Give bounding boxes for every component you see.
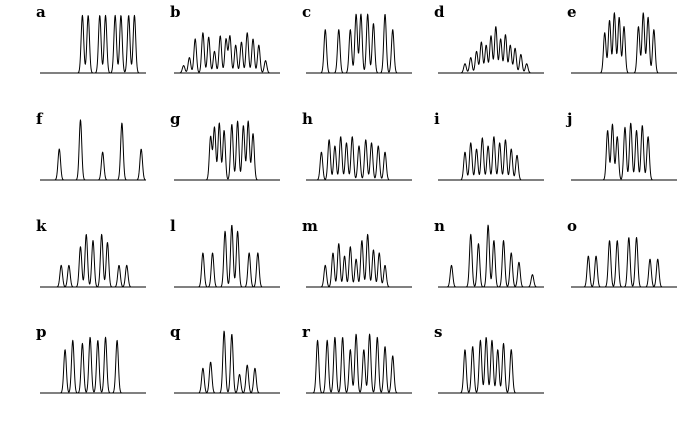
panel-label-b: b: [170, 3, 181, 21]
spectrum-panel-p: p: [36, 323, 147, 394]
panel-label-m: m: [302, 217, 318, 235]
panel-label-e: e: [567, 3, 577, 21]
spectrum-panel-m: m: [302, 217, 413, 288]
spectrum-trace: [173, 224, 281, 288]
spectrum-panel-d: d: [434, 3, 545, 74]
spectrum-panel-n: n: [434, 217, 545, 288]
spectrum-panel-h: h: [302, 110, 413, 181]
spectrum-panel-e: e: [567, 3, 678, 74]
spectrum-trace: [173, 32, 281, 74]
spectrum-panel-r: r: [302, 323, 413, 394]
spectrum-panel-j: j: [565, 110, 678, 181]
panel-label-i: i: [434, 110, 440, 128]
spectrum-trace: [437, 224, 545, 288]
spectrum-trace: [437, 337, 545, 394]
spectrum-panel-q: q: [170, 323, 281, 394]
spectrum-trace: [39, 119, 147, 181]
spectrum-panel-a: a: [36, 3, 147, 74]
spectrum-trace: [39, 336, 147, 394]
panel-label-r: r: [302, 323, 311, 341]
spectrum-trace: [173, 330, 281, 394]
panel-label-q: q: [170, 323, 181, 341]
spectrum-panel-b: b: [170, 3, 281, 74]
panel-label-l: l: [170, 217, 176, 235]
panel-label-k: k: [36, 217, 47, 235]
spectrum-panel-i: i: [434, 110, 545, 181]
panel-label-o: o: [567, 217, 577, 235]
spectrum-panel-f: f: [36, 110, 147, 181]
spectrum-trace: [305, 233, 413, 288]
spectrum-panel-s: s: [434, 323, 545, 394]
spectrum-trace: [39, 233, 147, 288]
spectrum-panel-g: g: [170, 110, 281, 181]
spectrum-panel-k: k: [36, 217, 147, 288]
panel-label-s: s: [434, 323, 442, 341]
panel-label-d: d: [434, 3, 445, 21]
spectrum-trace: [305, 136, 413, 181]
spectrum-trace: [570, 122, 678, 181]
panel-label-h: h: [302, 110, 313, 128]
spectrum-panel-o: o: [567, 217, 678, 288]
spectrum-panel-l: l: [170, 217, 281, 288]
spectrum-trace: [39, 14, 147, 74]
spectrum-trace: [173, 120, 281, 181]
spectrum-trace: [437, 136, 545, 181]
panel-label-a: a: [36, 3, 46, 21]
spectrum-trace: [570, 236, 678, 288]
spectrum-trace: [570, 12, 678, 74]
spectrum-trace: [437, 26, 545, 74]
panel-label-g: g: [170, 110, 181, 128]
panel-label-c: c: [302, 3, 311, 21]
panel-label-n: n: [434, 217, 445, 235]
panel-label-j: j: [565, 110, 572, 128]
spectrum-trace: [305, 13, 413, 74]
spectrum-trace: [305, 333, 413, 394]
spectrum-panel-c: c: [302, 3, 413, 74]
panel-label-p: p: [36, 323, 47, 341]
panel-label-f: f: [36, 110, 44, 128]
